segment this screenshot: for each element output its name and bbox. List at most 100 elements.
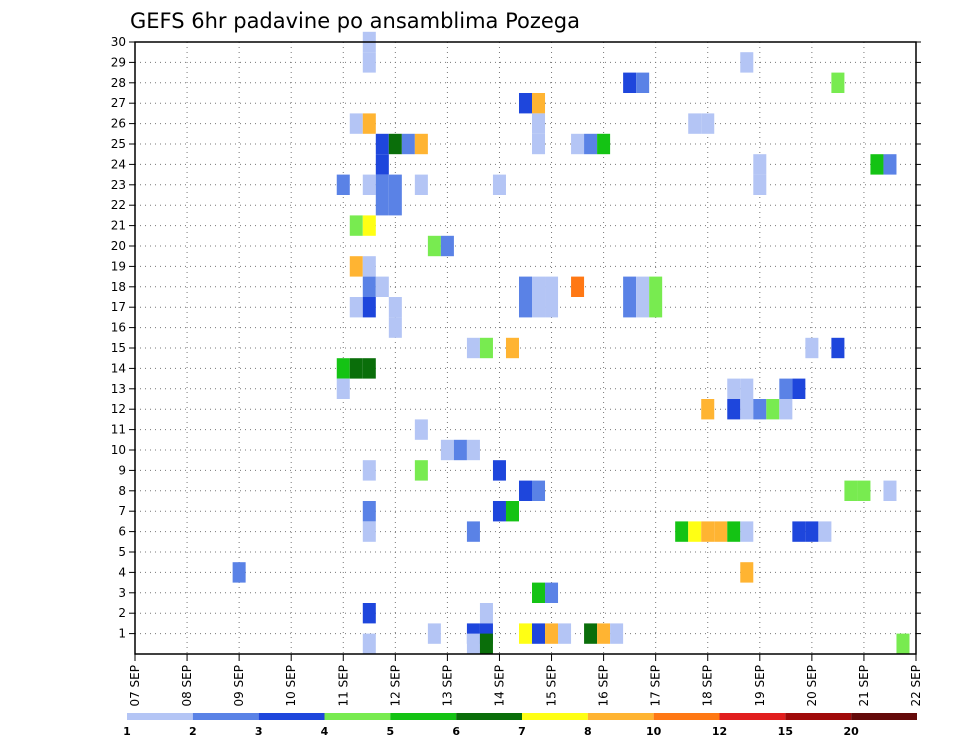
heatmap-cell <box>688 521 702 542</box>
heatmap-cell <box>349 358 363 379</box>
heatmap-cell <box>492 174 506 195</box>
y-tick-label: 19 <box>111 259 126 273</box>
x-tick-label: 13 SEP <box>440 665 454 707</box>
heatmap-cell <box>766 399 780 420</box>
y-tick-label: 27 <box>111 96 126 110</box>
y-tick-label: 10 <box>111 443 126 457</box>
heatmap-cell <box>636 72 650 93</box>
legend-swatch <box>258 713 325 720</box>
heatmap-cell <box>623 72 637 93</box>
heatmap-cell <box>479 337 493 359</box>
heatmap-cell <box>505 501 519 522</box>
heatmap-cell <box>584 623 598 644</box>
heatmap-cell <box>896 633 910 654</box>
x-tick-label: 11 SEP <box>336 665 350 707</box>
heatmap-cell <box>805 521 819 542</box>
x-tick-label: 20 SEP <box>805 665 819 707</box>
heatmap-cell <box>701 521 715 542</box>
chart-title: GEFS 6hr padavine po ansamblima Pozega <box>130 9 580 33</box>
heatmap-cell <box>779 378 793 399</box>
y-tick-label: 17 <box>111 300 126 314</box>
heatmap-cell <box>753 174 767 195</box>
y-tick-label: 8 <box>118 484 126 498</box>
legend-swatch <box>785 713 852 720</box>
y-tick-label: 30 <box>111 35 126 49</box>
heatmap-cell <box>532 133 546 155</box>
y-tick-label: 6 <box>118 525 126 539</box>
heatmap-cell <box>740 378 754 399</box>
heatmap-cell <box>466 439 480 461</box>
x-tick-label: 18 SEP <box>701 665 715 707</box>
heatmap-cell <box>375 133 389 155</box>
heatmap-cell <box>440 439 454 461</box>
heatmap-cell <box>883 480 897 501</box>
heatmap-cell <box>649 276 663 297</box>
heatmap-cell <box>505 337 519 359</box>
heatmap-cell <box>466 521 480 542</box>
legend-label: 4 <box>321 725 329 738</box>
heatmap-cell <box>375 174 389 195</box>
legend-label: 6 <box>452 725 460 738</box>
y-tick-label: 9 <box>118 463 126 477</box>
y-tick-label: 12 <box>111 402 126 416</box>
heatmap-cell <box>427 623 441 644</box>
heatmap-cell <box>518 297 533 318</box>
legend-swatch <box>719 713 786 720</box>
legend-swatch <box>390 713 457 720</box>
heatmap-cell <box>479 633 493 654</box>
heatmap-cell <box>453 439 467 461</box>
heatmap-cell <box>818 521 832 542</box>
heatmap-cell <box>532 582 546 603</box>
heatmap-cell <box>740 562 754 583</box>
heatmap-cell <box>336 358 350 379</box>
heatmap-cell <box>349 113 363 134</box>
y-tick-label: 26 <box>111 117 126 131</box>
x-tick-label: 10 SEP <box>284 665 298 707</box>
x-tick-label: 15 SEP <box>545 665 559 707</box>
heatmap-cell <box>362 215 376 236</box>
x-tick-label: 12 SEP <box>388 665 402 707</box>
heatmap-cell <box>362 276 376 297</box>
heatmap-cell <box>362 603 376 624</box>
heatmap-cell <box>558 623 572 644</box>
heatmap-cell <box>675 521 689 542</box>
heatmap-cell <box>610 623 624 644</box>
heatmap-cell <box>518 93 533 114</box>
legend: 1 2 3 4 5 6 7 8 10 12 15 20 <box>123 713 917 738</box>
heatmap-cell <box>362 501 376 522</box>
x-tick-label: 22 SEP <box>909 665 923 707</box>
legend-swatch <box>587 713 654 720</box>
heatmap-cell <box>844 480 858 501</box>
heatmap-cell <box>401 133 415 155</box>
data-cells <box>232 31 910 654</box>
y-tick-label: 11 <box>111 423 126 437</box>
y-tick-label: 4 <box>118 565 126 579</box>
heatmap-cell <box>571 133 585 155</box>
heatmap-cell <box>375 195 389 216</box>
heatmap-cell <box>532 623 546 644</box>
heatmap-cell <box>740 52 754 73</box>
heatmap-cell <box>727 399 741 420</box>
heatmap-cell <box>479 603 493 624</box>
heatmap-cell <box>414 174 428 195</box>
y-tick-label: 23 <box>111 178 126 192</box>
x-tick-label: 19 SEP <box>753 665 767 707</box>
legend-label: 12 <box>712 725 727 738</box>
heatmap-cell <box>883 154 897 175</box>
legend-swatch <box>456 713 522 720</box>
heatmap-cell <box>518 276 533 297</box>
legend-label: 5 <box>387 725 395 738</box>
heatmap-cell <box>466 633 480 654</box>
y-tick-label: 16 <box>111 321 126 335</box>
heatmap-cell <box>714 521 728 542</box>
heatmap-cell <box>414 460 428 481</box>
heatmap-cell <box>701 113 715 134</box>
heatmap-cell <box>532 93 546 114</box>
heatmap-cell <box>492 501 506 522</box>
heatmap-cell <box>597 623 611 644</box>
heatmap-cell <box>336 174 350 195</box>
y-tick-label: 14 <box>111 361 126 375</box>
legend-label: 1 <box>123 725 131 738</box>
heatmap-cell <box>831 72 845 93</box>
